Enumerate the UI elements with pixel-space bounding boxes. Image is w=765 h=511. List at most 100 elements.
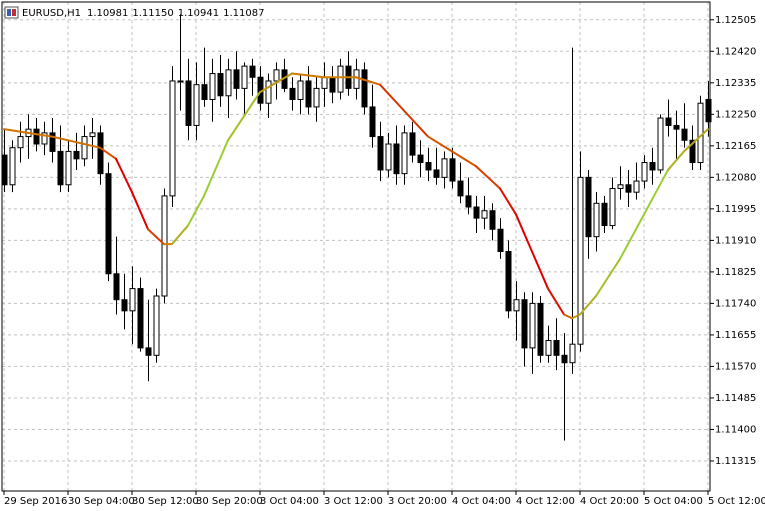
candle-body bbox=[481, 210, 488, 219]
ma-segment bbox=[515, 213, 533, 253]
ma-segment bbox=[595, 257, 621, 297]
candle-body bbox=[193, 84, 200, 126]
candle-body bbox=[81, 136, 88, 160]
y-tick-label: 1.11655 bbox=[715, 330, 756, 341]
candle-body bbox=[537, 302, 544, 356]
x-tick-label: 4 Oct 04:00 bbox=[452, 496, 511, 507]
header-value: 1.10981 bbox=[87, 8, 128, 19]
candle-body bbox=[329, 76, 336, 93]
candle-body bbox=[577, 176, 584, 345]
symbol-icon bbox=[4, 6, 19, 19]
ma-segment bbox=[475, 165, 501, 190]
candle-body bbox=[73, 150, 80, 160]
candle-body bbox=[497, 228, 504, 253]
candle-body bbox=[393, 143, 400, 175]
candle-body bbox=[57, 150, 64, 186]
candle-body bbox=[673, 124, 680, 130]
ma-segment bbox=[259, 72, 293, 94]
candle-body bbox=[681, 128, 688, 141]
candle-body bbox=[617, 184, 624, 189]
y-tick-label: 1.11825 bbox=[715, 267, 756, 278]
y-tick-label: 1.11400 bbox=[715, 424, 756, 435]
candle-body bbox=[529, 302, 536, 349]
candle-body bbox=[513, 299, 520, 312]
ma-segment bbox=[563, 313, 573, 320]
candle-body bbox=[185, 80, 192, 126]
plot-frame bbox=[1, 1, 711, 492]
candle-body bbox=[153, 295, 160, 356]
ma-segment bbox=[531, 250, 549, 290]
candle-body bbox=[489, 210, 496, 230]
candle-body bbox=[697, 102, 704, 164]
ma-segment bbox=[51, 135, 101, 149]
x-tick-label: 5 Oct 04:00 bbox=[644, 496, 703, 507]
candle-body bbox=[689, 139, 696, 164]
ma-segment bbox=[115, 157, 133, 194]
candle-body bbox=[49, 132, 56, 152]
x-tick-label: 3 Oct 04:00 bbox=[260, 496, 319, 507]
candle-body bbox=[297, 80, 304, 101]
candle-body bbox=[273, 69, 280, 82]
candle-body bbox=[97, 132, 104, 175]
x-tick-label: 30 Sep 04:00 bbox=[68, 496, 135, 507]
ma-segment bbox=[291, 72, 325, 79]
y-tick-label: 1.12335 bbox=[715, 78, 756, 89]
candle-body bbox=[137, 288, 144, 349]
ma-segment bbox=[427, 135, 453, 153]
y-tick-label: 1.11485 bbox=[715, 393, 756, 404]
candle-body bbox=[601, 202, 608, 227]
icon-frame bbox=[4, 6, 19, 19]
y-tick-label: 1.11740 bbox=[715, 298, 756, 309]
ma-segment bbox=[3, 128, 53, 138]
candle-body bbox=[593, 202, 600, 238]
candle-body bbox=[561, 354, 568, 364]
candle-body bbox=[385, 143, 392, 171]
ma-segment bbox=[643, 168, 669, 216]
candle-body bbox=[169, 80, 176, 197]
y-tick-label: 1.12420 bbox=[715, 46, 756, 57]
x-tick-label: 3 Oct 12:00 bbox=[324, 496, 383, 507]
ma-segment bbox=[619, 213, 645, 260]
x-tick-label: 30 Sep 12:00 bbox=[132, 496, 199, 507]
candle-body bbox=[161, 195, 168, 297]
candle-body bbox=[465, 195, 472, 208]
candle-body bbox=[569, 343, 576, 364]
candle-body bbox=[1, 154, 8, 186]
x-tick-label: 5 Oct 12:00 bbox=[708, 496, 765, 507]
candles bbox=[1, 14, 712, 441]
ma-segment bbox=[547, 287, 565, 316]
y-tick-label: 1.11315 bbox=[715, 456, 756, 467]
ma-segment bbox=[403, 109, 429, 138]
candle-body bbox=[369, 106, 376, 138]
y-tick-label: 1.11570 bbox=[715, 361, 756, 372]
x-tick-label: 4 Oct 20:00 bbox=[580, 496, 639, 507]
candle-body bbox=[361, 69, 368, 108]
candle-body bbox=[305, 80, 312, 108]
candle-body bbox=[33, 128, 40, 145]
moving-average bbox=[3, 72, 709, 320]
candle-body bbox=[201, 84, 208, 101]
ma-segment bbox=[379, 83, 405, 112]
ma-segment bbox=[499, 187, 517, 216]
candle-body bbox=[337, 65, 344, 93]
y-tick-label: 1.11910 bbox=[715, 235, 756, 246]
y-tick-label: 1.12505 bbox=[715, 15, 756, 26]
header-value: 1.11087 bbox=[223, 8, 264, 19]
ma-segment bbox=[579, 294, 597, 316]
candle-body bbox=[321, 76, 328, 89]
candle-body bbox=[521, 299, 528, 349]
icon-part bbox=[12, 9, 16, 16]
candle-body bbox=[449, 158, 456, 182]
candle-body bbox=[289, 87, 296, 101]
candle-body bbox=[633, 180, 640, 193]
icon-part bbox=[7, 9, 11, 16]
header-value: 1.11150 bbox=[132, 8, 173, 19]
x-tick-label: 3 Oct 20:00 bbox=[388, 496, 447, 507]
candle-body bbox=[441, 158, 448, 178]
candle-body bbox=[377, 136, 384, 171]
y-tick-label: 1.12080 bbox=[715, 172, 756, 183]
candle-body bbox=[457, 180, 464, 197]
candle-body bbox=[233, 69, 240, 89]
ma-segment bbox=[171, 224, 189, 246]
